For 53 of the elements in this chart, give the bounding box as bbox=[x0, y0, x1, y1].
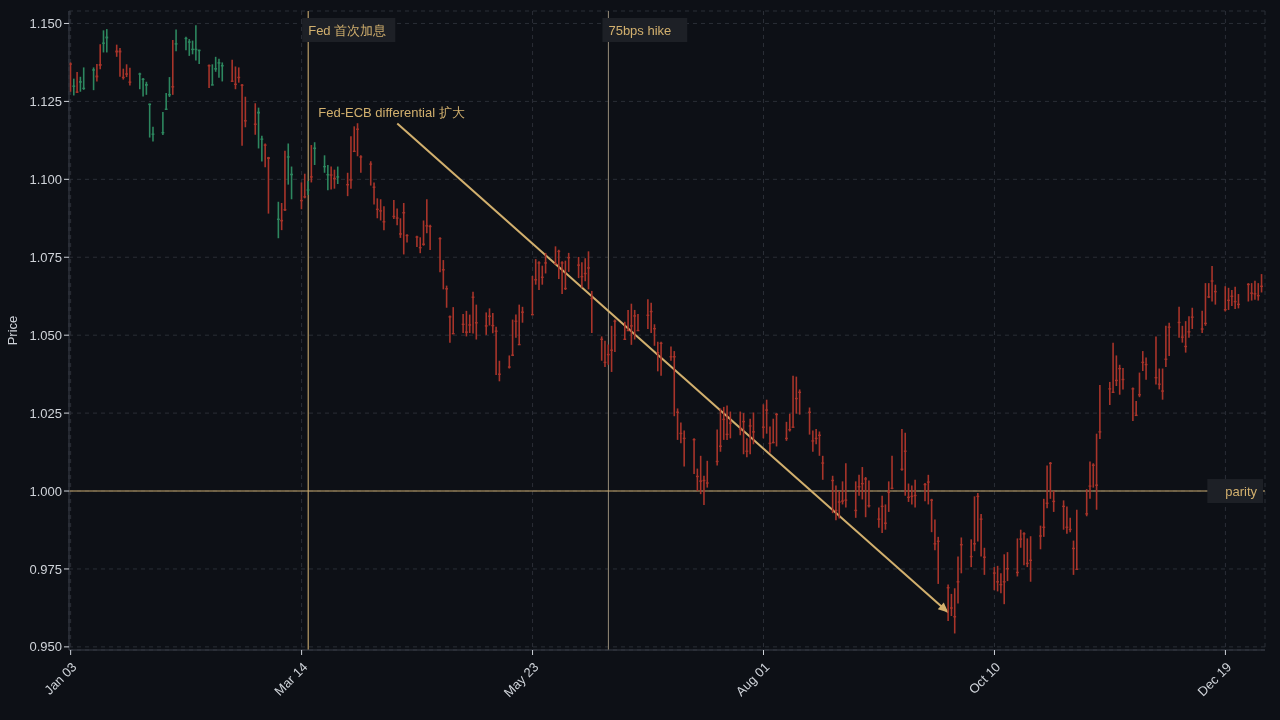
candlestick bbox=[286, 142, 290, 186]
candlestick bbox=[1200, 310, 1204, 334]
candlestick bbox=[1210, 265, 1214, 303]
candlestick bbox=[329, 165, 333, 191]
candlestick bbox=[1085, 488, 1089, 518]
candlestick bbox=[465, 310, 468, 338]
candlestick bbox=[821, 455, 825, 481]
y-tick-label: 1.075 bbox=[29, 249, 62, 265]
candlestick bbox=[537, 260, 541, 291]
candlestick bbox=[844, 462, 848, 509]
x-tick-label: May 23 bbox=[500, 659, 542, 701]
x-tick-label: Dec 19 bbox=[1194, 659, 1235, 700]
candlestick bbox=[484, 311, 488, 336]
candlestick bbox=[992, 566, 996, 591]
y-tick-label: 0.975 bbox=[29, 561, 62, 577]
y-tick-label: 1.150 bbox=[29, 16, 62, 32]
y-tick-label: 1.050 bbox=[29, 327, 62, 343]
x-tick-label: Mar 14 bbox=[271, 659, 311, 699]
candlestick bbox=[1131, 386, 1135, 422]
candlestick bbox=[1098, 384, 1102, 440]
x-tick-label: Oct 10 bbox=[965, 659, 1004, 697]
y-tick-label: 0.950 bbox=[29, 639, 62, 655]
candlestick bbox=[1095, 432, 1098, 511]
x-tick-label: Jan 03 bbox=[41, 659, 80, 698]
x-tick-label: Aug 01 bbox=[732, 659, 773, 700]
y-tick-label: 1.125 bbox=[29, 94, 62, 110]
candlestick bbox=[629, 302, 633, 346]
candlestick bbox=[728, 410, 732, 440]
candlestick bbox=[926, 474, 930, 506]
candlestick bbox=[336, 165, 340, 185]
candlestick bbox=[811, 429, 815, 453]
y-tick-label: 1.100 bbox=[29, 171, 62, 187]
y-tick-label: 1.000 bbox=[29, 483, 62, 499]
candlestick bbox=[1002, 553, 1006, 605]
annotation: Fed-ECB differential 扩大 bbox=[318, 105, 465, 121]
ref-line-label: 75bps hike bbox=[608, 22, 672, 38]
ref-line-label: parity bbox=[1225, 483, 1258, 499]
candlestick bbox=[544, 252, 547, 275]
candlestick bbox=[587, 250, 590, 291]
candlestick bbox=[263, 142, 267, 168]
candlestick bbox=[257, 106, 260, 150]
y-axis-title: Price bbox=[4, 315, 20, 346]
candlestick bbox=[996, 565, 1000, 593]
candlestick bbox=[309, 144, 313, 184]
candlestick bbox=[983, 546, 986, 576]
candlestick bbox=[1088, 460, 1092, 500]
candlestick bbox=[765, 398, 769, 435]
candlestick bbox=[1022, 531, 1026, 567]
candlestick bbox=[1161, 367, 1164, 401]
y-tick-label: 1.025 bbox=[29, 405, 62, 421]
candlestick bbox=[306, 180, 310, 196]
candlestick bbox=[359, 154, 363, 174]
ref-line-label: Fed 首次加息 bbox=[308, 22, 387, 38]
